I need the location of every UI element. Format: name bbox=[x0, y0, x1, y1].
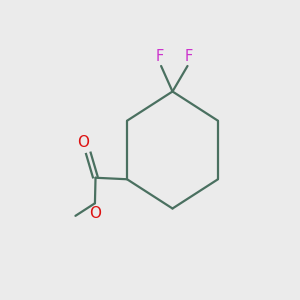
Text: F: F bbox=[155, 49, 164, 64]
Text: O: O bbox=[88, 206, 101, 221]
Text: O: O bbox=[76, 135, 88, 150]
Text: F: F bbox=[185, 49, 193, 64]
